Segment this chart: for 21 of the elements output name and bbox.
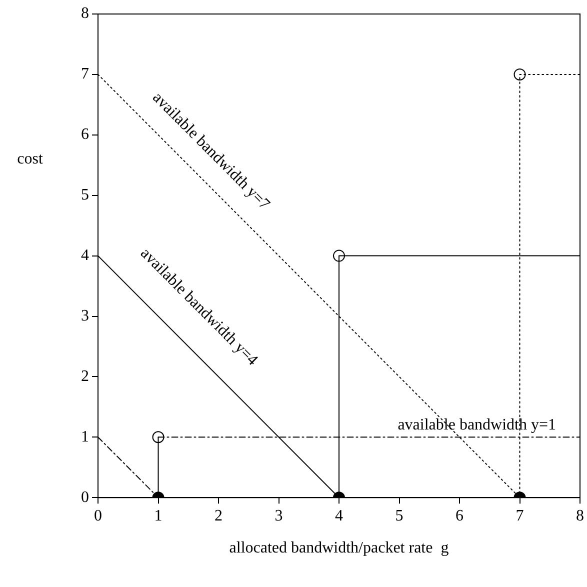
x-tick-label: 3 [274, 507, 283, 524]
x-tick-label: 4 [335, 507, 343, 524]
y-tick-label: 0 [81, 488, 89, 506]
y-tick-label: 3 [81, 307, 89, 324]
x-tick-label: 2 [214, 507, 222, 524]
y-tick-label: 7 [81, 66, 89, 83]
y-tick-label: 1 [81, 428, 89, 446]
annotation: available bandwidth y=1 [398, 416, 556, 434]
y-tick-label: 8 [81, 5, 89, 22]
x-tick-label: 7 [516, 507, 524, 524]
x-tick-label: 8 [576, 507, 584, 524]
x-tick-label: 5 [395, 507, 404, 524]
y-tick-label: 2 [81, 368, 89, 385]
y-tick-label: 6 [81, 126, 89, 144]
x-axis-title: allocated bandwidth/packet rate g [229, 540, 449, 557]
x-tick-label: 1 [154, 507, 162, 524]
y-tick-label: 5 [81, 186, 89, 204]
x-tick-label: 6 [456, 507, 464, 524]
y-tick-label: 4 [81, 247, 89, 264]
y-axis-title: cost [17, 150, 44, 168]
x-tick-label: 0 [94, 507, 102, 524]
